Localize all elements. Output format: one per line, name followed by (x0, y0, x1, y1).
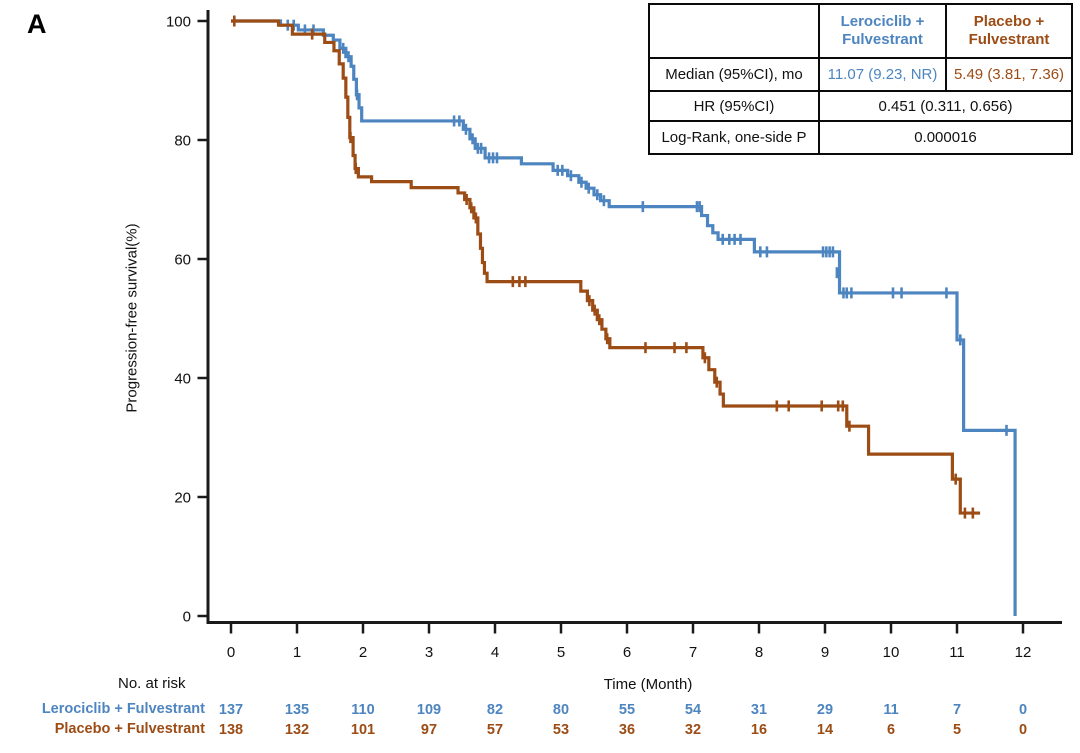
risk-count: 14 (817, 722, 833, 738)
risk-count: 11 (883, 702, 898, 718)
risk-count: 101 (351, 722, 375, 738)
stats-hr-value: 0.451 (0.311, 0.656) (818, 90, 1073, 122)
stats-row-median-label: Median (95%CI), mo (648, 57, 820, 92)
stats-header-lerociclib: Lerociclib + Fulvestrant (818, 3, 947, 59)
y-tick-label: 40 (174, 371, 191, 388)
risk-count: 29 (817, 702, 833, 718)
risk-row-label-placebo: Placebo + Fulvestrant (54, 721, 205, 737)
y-tick-label: 20 (174, 490, 191, 507)
x-tick-label: 8 (755, 644, 763, 661)
stats-header-placebo: Placebo + Fulvestrant (945, 3, 1073, 59)
stats-row-logrank-label: Log-Rank, one-side P (648, 120, 820, 155)
x-tick-label: 9 (821, 644, 829, 661)
risk-count: 0 (1019, 722, 1027, 738)
risk-count: 82 (487, 702, 503, 718)
risk-count: 132 (285, 722, 309, 738)
stats-table: Lerociclib + Fulvestrant Placebo + Fulve… (648, 3, 1073, 155)
y-tick-label: 60 (174, 252, 191, 269)
risk-table-title: No. at risk (118, 675, 186, 692)
risk-count: 138 (219, 722, 243, 738)
x-tick-label: 12 (1015, 644, 1032, 661)
risk-count: 135 (285, 702, 309, 718)
risk-count: 36 (619, 722, 635, 738)
stats-row-hr-label: HR (95%CI) (648, 90, 820, 122)
risk-count: 55 (619, 702, 635, 718)
x-tick-label: 0 (227, 644, 235, 661)
x-tick-label: 4 (491, 644, 499, 661)
risk-count: 109 (417, 702, 441, 718)
km-curves (231, 15, 1017, 616)
x-tick-label: 11 (949, 644, 965, 661)
stats-logrank-value: 0.000016 (818, 120, 1073, 155)
risk-row-label-lerociclib: Lerociclib + Fulvestrant (41, 701, 205, 717)
risk-count: 54 (685, 702, 701, 718)
risk-count: 32 (685, 722, 701, 738)
risk-count: 57 (487, 722, 503, 738)
risk-count: 80 (553, 702, 569, 718)
stats-median-placebo: 5.49 (3.81, 7.36) (945, 57, 1073, 92)
x-tick-label: 5 (557, 644, 565, 661)
risk-count: 5 (953, 722, 961, 738)
risk-count: 137 (219, 702, 243, 718)
x-tick-label: 2 (359, 644, 367, 661)
y-tick-label: 0 (183, 609, 191, 626)
risk-count: 7 (953, 702, 961, 718)
risk-count: 31 (751, 702, 767, 718)
x-axis-label: Time (Month) (603, 676, 693, 693)
x-tick-label: 3 (425, 644, 433, 661)
y-tick-label: 100 (166, 14, 191, 31)
stats-header-blank (648, 3, 820, 59)
km-curve-placebo (231, 19, 981, 515)
y-axis-label: Progression-free survival(%) (123, 223, 141, 413)
risk-count: 110 (351, 702, 374, 718)
x-tick-label: 7 (689, 644, 697, 661)
panel-label: A (27, 9, 47, 39)
risk-count: 6 (887, 722, 895, 738)
risk-count: 0 (1019, 702, 1027, 718)
risk-count: 16 (751, 722, 767, 738)
x-tick-label: 1 (293, 644, 301, 661)
x-tick-label: 6 (623, 644, 631, 661)
risk-count: 97 (421, 722, 437, 738)
risk-counts: 137 135 110 109 82 80 55 54 31 29 11 7 0 138 132 101 97 5… (219, 702, 1027, 738)
risk-count: 53 (553, 722, 569, 738)
y-tick-label: 80 (174, 133, 191, 150)
x-tick-label: 10 (883, 644, 900, 661)
stats-median-lerociclib: 11.07 (9.23, NR) (818, 57, 947, 92)
